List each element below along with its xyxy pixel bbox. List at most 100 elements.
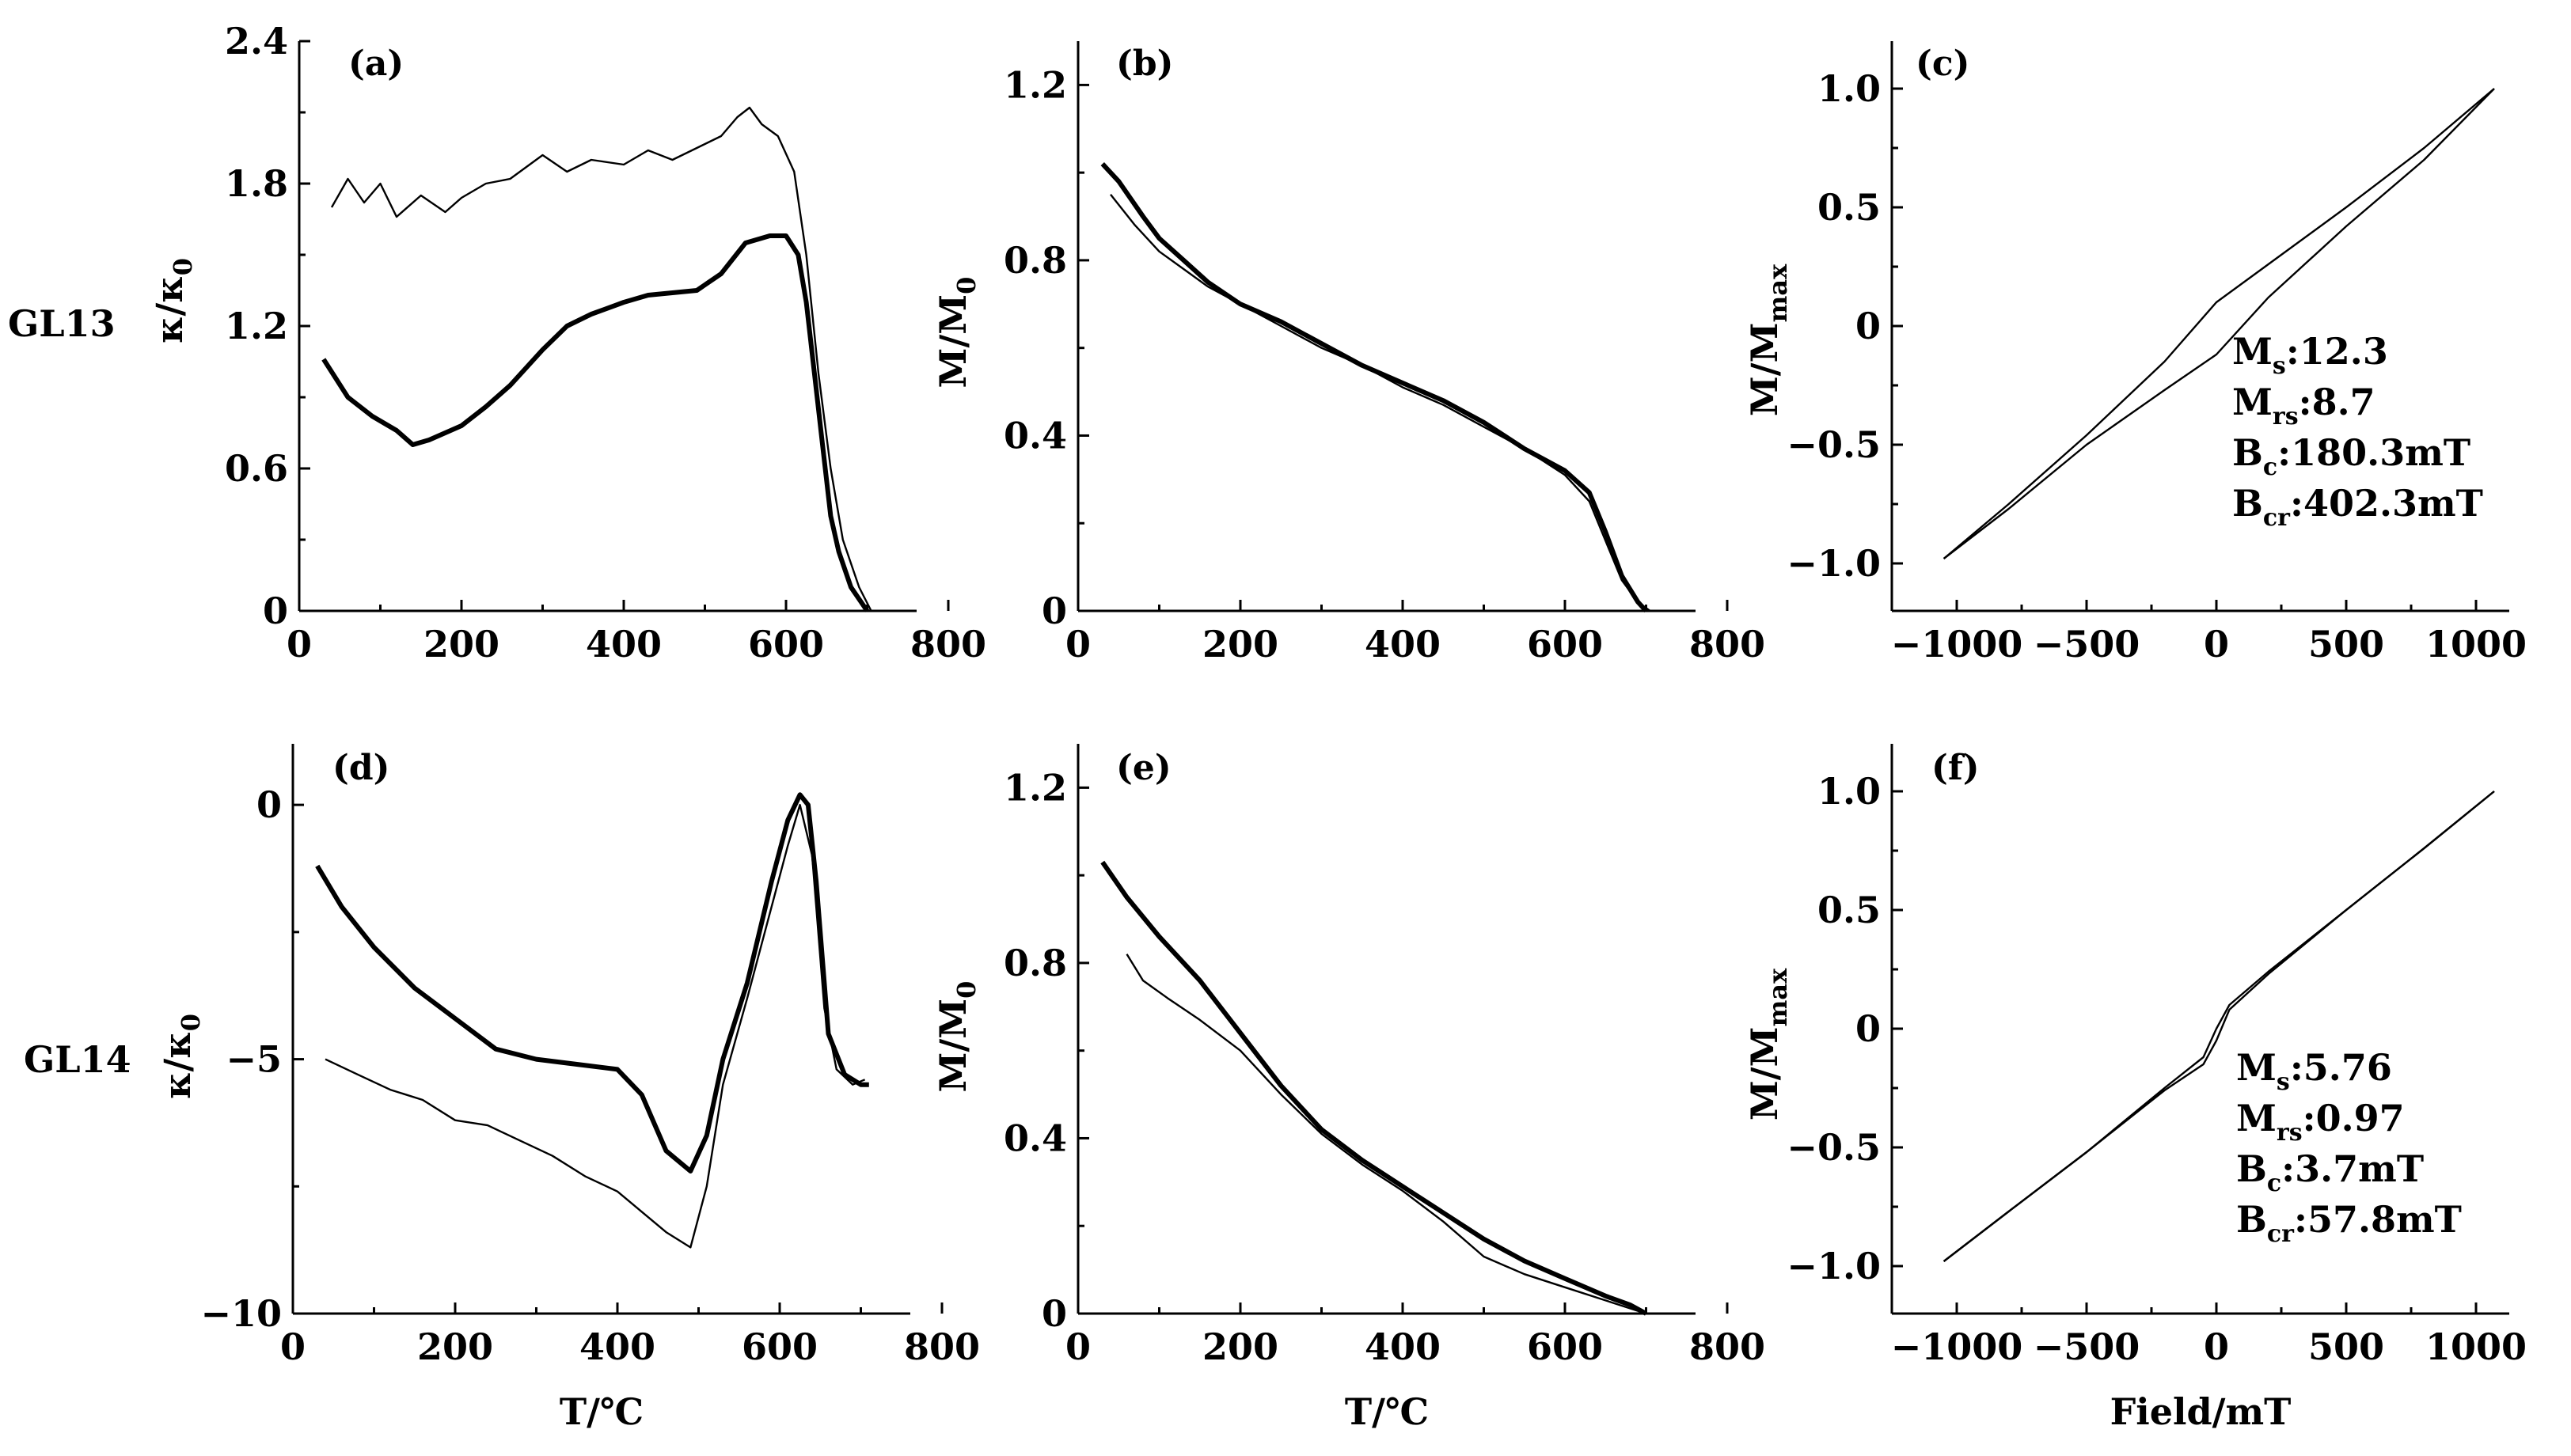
annotation: Ms:12.3 xyxy=(2232,330,2388,380)
x-axis-label: T/℃ xyxy=(1345,1390,1429,1433)
panel-label: (b) xyxy=(1116,44,1173,84)
annotation-main: M xyxy=(2232,330,2273,373)
annotation-value: :57.8mT xyxy=(2294,1198,2462,1241)
y-axis-label-main: M/M xyxy=(932,294,974,389)
series-line-heating xyxy=(321,233,869,612)
y-axis-label-main: M/M xyxy=(932,999,974,1093)
chart-panel-d: 0 200 400 600 800−10−50(d)κ/κ0T/℃ xyxy=(156,744,980,1433)
y-tick-label: 0.8 xyxy=(1004,942,1067,984)
annotation-value: :8.7 xyxy=(2299,381,2375,423)
x-tick-label: 200 xyxy=(423,623,499,665)
y-tick-label: −1.0 xyxy=(1787,542,1881,585)
x-tick-label: −1000 xyxy=(1891,1325,2023,1368)
y-axis-label-main: M/M xyxy=(1743,323,1786,417)
annotation: Bcr:57.8mT xyxy=(2236,1198,2462,1248)
row-label-gl14: GL14 xyxy=(24,1038,131,1081)
x-tick-label: 400 xyxy=(1365,623,1441,665)
y-tick-label: 1.2 xyxy=(225,305,288,347)
y-axis-label-sub: 0 xyxy=(951,981,982,999)
y-tick-label: 1.0 xyxy=(1817,67,1881,110)
x-tick-label: 400 xyxy=(579,1325,655,1368)
annotation-value: :3.7mT xyxy=(2281,1147,2424,1190)
x-axis-label: T/℃ xyxy=(560,1390,644,1433)
x-tick-label: 0 xyxy=(287,623,312,665)
annotation: Bc:3.7mT xyxy=(2236,1147,2424,1197)
annotation-sub: cr xyxy=(2267,1220,2295,1248)
y-tick-label: −0.5 xyxy=(1787,423,1881,466)
y-axis-label: M/M0 xyxy=(932,981,982,1093)
y-tick-label: −1.0 xyxy=(1787,1245,1881,1287)
y-tick-label: 1.8 xyxy=(225,162,288,205)
series-line-heating xyxy=(1100,860,1647,1316)
y-tick-label: 0.6 xyxy=(225,447,288,490)
x-tick-label: 600 xyxy=(1527,1325,1603,1368)
chart-panel-c: −1000 −500 0 500 1000 −1.0 −0.5 0 0.5 1.0 (c) M/Mma… xyxy=(1743,41,2527,665)
panel-label: (f) xyxy=(1931,748,1980,788)
y-tick-label: 0 xyxy=(1042,590,1067,632)
annotation-main: B xyxy=(2236,1147,2267,1190)
series-line-lower-branch xyxy=(1942,88,2495,559)
annotation-value: :0.97 xyxy=(2303,1097,2405,1139)
annotation: Ms:5.76 xyxy=(2236,1046,2392,1096)
y-tick-label: −0.5 xyxy=(1787,1126,1881,1169)
annotation-sub: c xyxy=(2263,453,2277,481)
series-line-heating xyxy=(1100,162,1648,613)
x-tick-label: −1000 xyxy=(1891,623,2023,665)
annotation: Bc:180.3mT xyxy=(2232,431,2470,481)
series-line-lower-branch xyxy=(1942,791,2495,1262)
annotation-main: M xyxy=(2236,1046,2277,1089)
series-line-cooling xyxy=(1126,954,1646,1315)
x-tick-label: 500 xyxy=(2308,1325,2384,1368)
y-tick-label: 0.4 xyxy=(1004,1117,1067,1159)
annotation-value: :180.3mT xyxy=(2277,431,2470,474)
y-axis-label: κ/κ0 xyxy=(148,258,198,343)
annotation-sub: s xyxy=(2273,352,2286,380)
annotation-sub: cr xyxy=(2263,504,2291,532)
y-tick-label: 0.8 xyxy=(1004,239,1067,282)
series-line-upper-branch xyxy=(1942,791,2495,1262)
annotation-sub: rs xyxy=(2273,403,2299,430)
y-axis-label-main: κ/κ xyxy=(156,1031,199,1099)
y-tick-label: 0.4 xyxy=(1004,414,1067,457)
x-tick-label: 1000 xyxy=(2425,623,2527,665)
y-axis-label: M/Mmax xyxy=(1743,264,1793,416)
annotation-main: M xyxy=(2232,381,2273,423)
panel-label: (c) xyxy=(1916,44,1969,84)
x-tick-label: 0 xyxy=(1065,623,1091,665)
annotation-main: B xyxy=(2232,482,2263,525)
annotation-sub: s xyxy=(2277,1068,2290,1096)
series-line-cooling xyxy=(1110,194,1651,612)
x-tick-label: 600 xyxy=(1527,623,1603,665)
y-axis-label-sub: 0 xyxy=(176,1014,206,1031)
y-axis-label-sub: 0 xyxy=(951,277,982,294)
x-tick-label: 200 xyxy=(1202,1325,1278,1368)
series-line-upper-branch xyxy=(1942,88,2495,559)
y-tick-label: −5 xyxy=(226,1038,282,1081)
annotation: Bcr:402.3mT xyxy=(2232,482,2483,532)
annotation: Mrs:0.97 xyxy=(2236,1097,2405,1147)
y-tick-label: 0 xyxy=(1855,1007,1881,1050)
x-tick-label: 800 xyxy=(1689,1325,1765,1368)
y-axis-label: M/Mmax xyxy=(1743,968,1793,1120)
y-tick-label: 0 xyxy=(263,590,288,632)
x-tick-label: 1000 xyxy=(2425,1325,2527,1368)
x-tick-label: 600 xyxy=(748,623,824,665)
x-tick-label: 0 xyxy=(1065,1325,1091,1368)
annotation-main: B xyxy=(2236,1198,2267,1241)
chart-panel-f: −1000 −500 0 500 1000 −1.0 −0.5 0 0.5 1.0 (f) M/Mma… xyxy=(1743,744,2527,1433)
y-tick-label: 1.2 xyxy=(1004,766,1067,809)
y-axis-label-main: κ/κ xyxy=(148,275,191,343)
annotation-main: B xyxy=(2232,431,2263,474)
annotation-main: M xyxy=(2236,1097,2277,1139)
series-line-heating xyxy=(315,792,869,1174)
x-tick-label: −500 xyxy=(2034,623,2140,665)
y-axis-label-sub: max xyxy=(1763,968,1793,1027)
y-tick-label: 0 xyxy=(256,783,282,826)
x-tick-label: 200 xyxy=(1202,623,1278,665)
annotation-value: :5.76 xyxy=(2290,1046,2392,1089)
x-tick-label: 800 xyxy=(1689,623,1765,665)
